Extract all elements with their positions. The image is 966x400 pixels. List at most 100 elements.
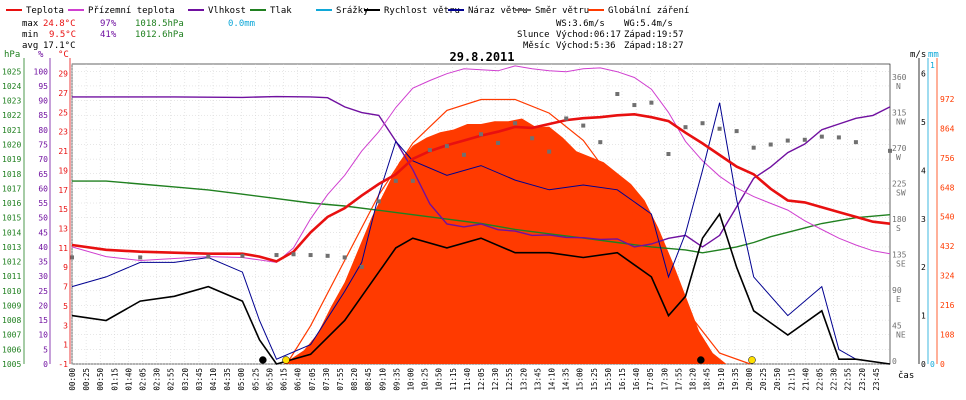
degc-tick-label: 27	[58, 89, 68, 98]
hpa-tick-label: 1019	[2, 155, 21, 164]
legend: Teplota Přízemní teplota Vlhkost Tlak Srážky…	[6, 6, 689, 16]
wind-direction-point	[564, 116, 569, 121]
series-wind-gust	[71, 102, 891, 365]
x-tick-label: 16:15	[618, 368, 627, 391]
hpa-tick-label: 1012	[2, 258, 21, 267]
wind-direction-point	[444, 144, 449, 149]
legend-label: Rychlost větru	[384, 6, 460, 16]
wind-direction-point	[359, 264, 364, 269]
stats-avg-temp: 17.1°C	[43, 41, 76, 51]
x-tick-label: 08:45	[364, 368, 373, 391]
pct-tick-label: 100	[34, 67, 49, 76]
stats-max-hum: 97%	[100, 19, 117, 29]
moon-label: Měsíc	[523, 41, 550, 51]
radiation-tick-label: 216	[940, 301, 955, 310]
x-tick-label: 04:10	[209, 368, 218, 391]
wind-direction-point	[393, 178, 398, 183]
x-tick-label: 17:30	[660, 368, 669, 391]
x-tick-label: 11:15	[449, 368, 458, 391]
wind-direction-point	[325, 253, 330, 258]
x-tick-label: 09:35	[392, 368, 401, 391]
radiation-tick-label: 324	[940, 272, 955, 281]
wind-direction-point	[853, 140, 858, 145]
x-tick-label: 07:55	[336, 368, 345, 391]
moonrise-marker	[259, 356, 267, 364]
radiation-tick-label: 540	[940, 213, 955, 222]
hpa-tick-label: 1007	[2, 331, 21, 340]
series-humidity	[72, 95, 891, 248]
wind-direction-point	[768, 142, 773, 147]
x-tick-label: 15:50	[604, 368, 613, 391]
x-tick-label: 17:55	[674, 368, 683, 391]
radiation-tick-label: 648	[940, 183, 955, 192]
direction-tick-label: 135	[892, 250, 907, 259]
stats-min-temp: 9.5°C	[49, 30, 76, 40]
wind-direction-point	[513, 121, 518, 126]
x-tick-label: 06:15	[280, 368, 289, 391]
wind-direction-point	[836, 135, 841, 140]
wind-direction-point	[410, 178, 415, 183]
stats-max-press: 1018.5hPa	[135, 19, 184, 29]
degc-tick-label: 29	[58, 70, 68, 79]
degc-tick-label: 9	[63, 263, 68, 272]
hpa-tick-label: 1005	[2, 360, 21, 369]
radiation-tick-label: 864	[940, 124, 955, 133]
wind-direction-point	[683, 125, 688, 130]
mm-tick-label: 1	[930, 61, 935, 70]
x-tick-label: 10:50	[435, 368, 444, 391]
pct-tick-label: 0	[43, 360, 48, 369]
direction-tick-sector: E	[896, 295, 901, 304]
wind-direction-point	[666, 152, 671, 156]
x-tick-label: 07:30	[322, 368, 331, 391]
sun-rise: Východ:06:17	[556, 30, 621, 40]
sunset-marker	[748, 356, 756, 364]
x-tick-label: 02:30	[153, 368, 162, 391]
pct-tick-label: 35	[38, 258, 48, 267]
wind-direction-point	[138, 255, 143, 260]
pct-tick-label: 85	[38, 111, 48, 120]
series-ground-temperature	[71, 65, 891, 263]
wind-direction-point	[700, 121, 705, 126]
x-tick-label: 10:25	[421, 368, 430, 391]
hpa-tick-label: 1018	[2, 170, 21, 179]
ms-tick-label: 5	[921, 118, 926, 127]
wind-direction-point	[888, 148, 892, 153]
pct-tick-label: 90	[38, 97, 48, 106]
axis-unit-degc: °C	[58, 50, 69, 60]
moon-rise: Východ:5:36	[556, 41, 616, 51]
pct-tick-label: 80	[38, 126, 48, 135]
wind-direction-point	[376, 199, 381, 204]
stats-avg-label: avg	[22, 41, 38, 51]
x-tick-label: 05:00	[237, 368, 246, 391]
pct-tick-label: 65	[38, 170, 48, 179]
degc-tick-label: 19	[58, 166, 68, 175]
x-tick-label: 12:30	[491, 368, 500, 391]
hpa-tick-label: 1017	[2, 184, 21, 193]
x-tick-label: 02:05	[139, 368, 148, 391]
x-tick-label: 23:20	[858, 368, 867, 391]
radiation-tick-label: 756	[940, 154, 955, 163]
wind-direction-point	[632, 103, 637, 108]
radiation-tick-label: 108	[940, 331, 955, 340]
x-tick-label: 13:45	[533, 368, 542, 391]
wind-direction-point	[581, 123, 586, 128]
x-tick-label: 09:10	[378, 368, 387, 391]
x-tick-label: 18:20	[689, 368, 698, 391]
legend-label: Přízemní teplota	[88, 6, 175, 16]
radiation-tick-label: 972	[940, 95, 955, 104]
pct-tick-label: 20	[38, 301, 48, 310]
direction-tick-label: 0	[892, 357, 897, 366]
stats-min-label: min	[22, 30, 38, 40]
x-tick-label: 16:40	[632, 368, 641, 391]
wind-direction-point	[496, 140, 501, 145]
x-tick-label: 06:40	[294, 368, 303, 391]
wind-direction-point	[427, 148, 432, 153]
x-tick-label: 00:50	[96, 368, 105, 391]
x-tick-label: 22:30	[830, 368, 839, 391]
direction-tick-sector: NE	[896, 330, 906, 339]
moonset-marker	[697, 356, 705, 364]
degc-tick-label: 15	[58, 205, 68, 214]
wind-gust-info: WG:5.4m/s	[624, 19, 673, 29]
wind-direction-point	[308, 253, 313, 258]
